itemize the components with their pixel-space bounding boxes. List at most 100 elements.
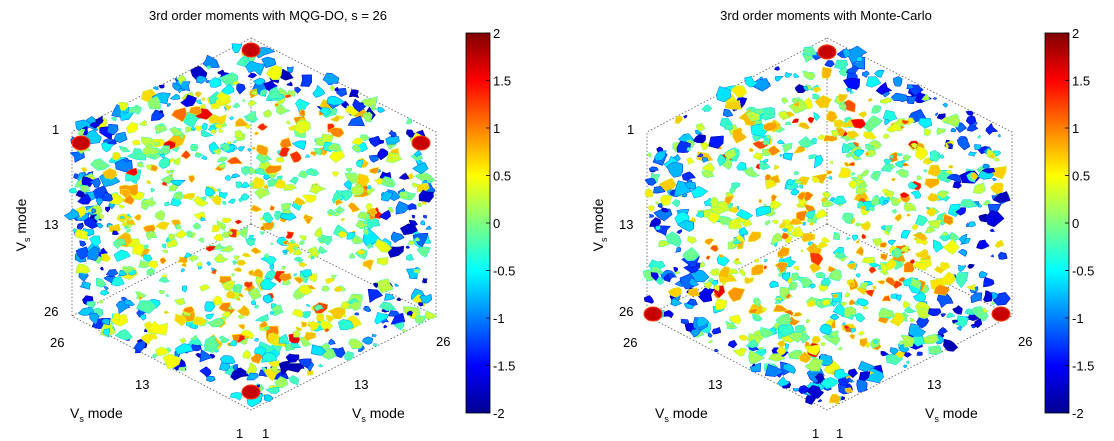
- isosurface-blob: [848, 180, 857, 190]
- isosurface-blob: [850, 327, 857, 333]
- isosurface-blob: [970, 292, 983, 304]
- colorbar-tick-label: 0: [1072, 216, 1079, 231]
- isosurface-blob: [784, 121, 791, 126]
- colorbar: 2 1.5 1 0.5 0 -0.5 -1 -1.5 -2: [1044, 26, 1094, 421]
- isosurface-blob: [779, 154, 783, 158]
- isosurface-blob: [264, 165, 282, 175]
- isosurface-blob: [89, 235, 101, 247]
- isosurface-blob: [850, 118, 868, 129]
- isosurface-blob: [79, 185, 91, 193]
- isosurface-blob: [251, 146, 256, 150]
- axis-bottom-right: 1 13 26 Vs mode: [262, 334, 450, 441]
- isosurface-blob: [326, 142, 342, 152]
- isosurface-blob: [724, 124, 734, 130]
- isosurface-blob: [784, 342, 790, 349]
- isosurface-blob: [225, 289, 237, 299]
- isosurface-blob: [790, 188, 800, 196]
- isosurface-blob: [314, 226, 323, 239]
- isosurface-blob: [232, 102, 241, 109]
- isosurface-blob: [748, 349, 766, 365]
- isosurface-blob: [282, 249, 288, 254]
- isosurface-blob: [138, 296, 143, 301]
- isosurface-blob: [798, 351, 812, 364]
- isosurface-blob: [849, 91, 855, 95]
- isosurface-blob: [787, 218, 804, 226]
- isosurface-blob: [847, 281, 855, 288]
- isosurface-blob: [885, 276, 896, 286]
- isosurface-blob: [880, 253, 888, 262]
- isosurface-blob: [142, 142, 160, 156]
- isosurface-blob: [906, 213, 911, 217]
- isosurface-blob: [848, 299, 856, 306]
- isosurface-blob: [281, 265, 286, 271]
- isosurface-blob: [110, 116, 117, 122]
- isosurface-blob: [204, 301, 216, 312]
- isosurface-blob: [318, 363, 324, 368]
- isosurface-blob: [347, 115, 365, 127]
- isosurface-blob: [686, 156, 695, 165]
- isosurface-blob: [802, 70, 816, 81]
- isosurface-blob: [260, 277, 277, 290]
- isosurface-blob: [294, 86, 302, 94]
- isosurface-blob: [983, 200, 991, 206]
- isosurface-blob: [940, 271, 956, 286]
- isosurface-blob: [914, 248, 929, 260]
- isosurface-blob: [212, 148, 221, 155]
- isosurface-blob: [845, 64, 860, 74]
- isosurface-blob: [265, 386, 280, 394]
- isosurface-blob: [815, 299, 824, 308]
- isosurface-blob: [713, 284, 720, 292]
- isosurface-blob: [219, 244, 235, 253]
- isosurface-blob: [912, 290, 926, 303]
- isosurface-blob: [313, 148, 322, 156]
- isosurface-blob: [856, 186, 868, 195]
- isosurface-blob: [221, 311, 231, 319]
- isosurface-blob: [847, 368, 858, 379]
- colorbar-tick-label: 1: [493, 121, 500, 136]
- isosurface-blob: [172, 82, 183, 91]
- colorbar-tick-label: -1.5: [1072, 359, 1094, 374]
- isosurface-blob: [222, 316, 227, 322]
- isosurface-blob: [355, 159, 364, 168]
- isosurface-blob: [259, 320, 268, 329]
- isosurface-blob: [188, 106, 202, 116]
- isosurface-blob: [696, 316, 710, 328]
- isosurface-blob: [689, 328, 702, 338]
- isosurface-blob: [871, 105, 882, 114]
- isosurface-blob: [813, 111, 821, 122]
- isosurface-blob: [328, 150, 346, 164]
- isosurface-blob: [776, 139, 786, 145]
- isosurface-blob: [895, 294, 902, 302]
- isosurface-blob: [235, 118, 249, 127]
- isosurface-blob: [159, 289, 165, 295]
- isosurface-blob: [122, 265, 134, 274]
- isosurface-blob: [966, 124, 979, 132]
- isosurface-blob: [682, 114, 688, 119]
- isosurface-blob: [868, 266, 877, 274]
- isosurface-blob: [855, 240, 860, 245]
- isosurface-blob: [144, 320, 152, 331]
- isosurface-blob: [889, 154, 894, 159]
- isosurface-blob: [707, 332, 713, 338]
- isosurface-blob: [192, 316, 207, 326]
- isosurface-blob: [217, 188, 222, 192]
- isosurface-blob: [650, 272, 659, 282]
- isosurface-blob: [297, 284, 313, 296]
- isosurface-blob: [226, 280, 235, 288]
- isosurface-blob: [236, 82, 246, 95]
- isosurface-blob: [819, 323, 832, 335]
- isosurface-blob: [175, 228, 189, 239]
- isosurface-blob: [763, 121, 778, 132]
- isosurface-blob: [955, 272, 969, 289]
- isosurface-blob: [957, 248, 968, 257]
- isosurface-blob: [871, 285, 877, 290]
- isosurface-blob: [254, 346, 267, 357]
- isosurface-blob: [827, 269, 842, 282]
- isosurface-blob: [753, 108, 765, 115]
- isosurface-blob: [126, 121, 138, 134]
- isosurface-blob: [369, 166, 379, 175]
- colorbar-tick-label: 1.5: [493, 74, 511, 89]
- isosurface-blob: [805, 318, 811, 324]
- isosurface-blob: [260, 225, 266, 231]
- isosurface-blob: [301, 194, 317, 203]
